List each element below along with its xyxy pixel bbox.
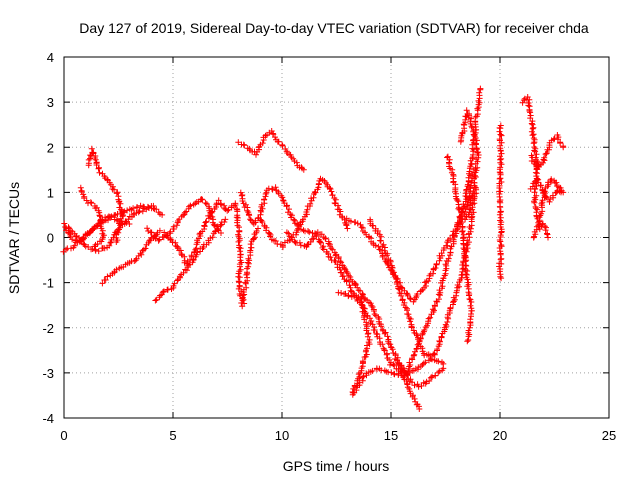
data-trace [496,122,505,282]
y-tick-label: -4 [42,411,54,426]
data-trace [65,202,157,255]
y-tick-label: 0 [47,231,54,246]
y-axis: -4 -3 -2 -1 0 1 2 3 4 [42,50,609,426]
data-trace [232,200,261,310]
y-tick-label: 2 [47,140,54,155]
x-axis-label: GPS time / hours [283,458,390,474]
data-points [60,85,567,412]
y-tick-label: 1 [47,185,54,200]
x-tick-label: 20 [493,428,507,443]
data-trace [530,176,567,241]
data-trace [312,230,423,412]
y-tick-label: -1 [42,276,54,291]
y-tick-label: 4 [47,50,54,65]
x-tick-label: 15 [384,428,398,443]
y-tick-label: -3 [42,366,54,381]
x-tick-label: 25 [602,428,616,443]
data-trace [457,107,482,223]
data-trace [235,128,307,173]
data-trace [335,289,447,398]
data-trace [237,184,316,236]
data-trace [77,184,107,250]
y-tick-label: -2 [42,321,54,336]
x-axis: 0 5 10 15 20 25 [60,57,616,443]
data-trace [528,132,567,173]
data-trace [257,175,351,251]
data-trace [144,196,224,244]
grid-lines [64,57,609,418]
data-trace [85,145,127,245]
x-tick-label: 10 [275,428,289,443]
x-tick-label: 0 [60,428,67,443]
data-trace [519,94,551,241]
data-trace [444,153,475,345]
y-axis-label: SDTVAR / TECUs [6,182,22,294]
data-trace [161,197,237,267]
data-trace [343,85,484,305]
data-trace [527,176,564,205]
y-tick-label: 3 [47,95,54,110]
x-tick-label: 5 [169,428,176,443]
data-trace [283,229,447,390]
chart-title: Day 127 of 2019, Sidereal Day-to-day VTE… [79,20,589,36]
